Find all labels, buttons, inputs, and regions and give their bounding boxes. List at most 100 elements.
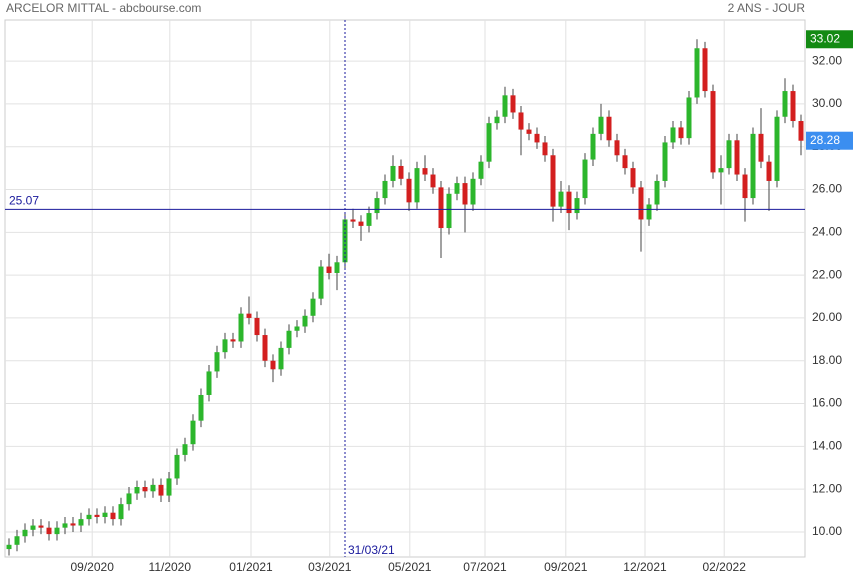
candle-body (62, 523, 68, 528)
candle-body (302, 315, 308, 327)
candle-body (446, 193, 452, 229)
candle-body (478, 161, 484, 179)
x-tick-label: 02/2022 (703, 560, 747, 574)
candle-body (710, 91, 716, 173)
candle-body (390, 165, 396, 181)
candle-body (158, 484, 164, 496)
reference-label: 25.07 (9, 194, 39, 208)
candle-body (78, 519, 84, 526)
candle-body (382, 180, 388, 199)
candle-body (102, 512, 108, 517)
candle-body (734, 140, 740, 175)
candle-body (254, 317, 260, 336)
x-tick-label: 09/2021 (544, 560, 588, 574)
candle-body (398, 165, 404, 179)
candle-body (662, 142, 668, 181)
candle-body (630, 168, 636, 188)
last-marker-box (806, 131, 853, 150)
candle-body (638, 187, 644, 220)
candle-body (318, 266, 324, 299)
candle-body (38, 525, 44, 528)
x-tick-label: 03/2021 (308, 560, 352, 574)
high-marker-label: 33.02 (810, 31, 840, 45)
candle-body (190, 420, 196, 445)
candle-body (54, 527, 60, 535)
candle-body (454, 183, 460, 194)
candle-body (654, 180, 660, 205)
candle-body (518, 112, 524, 130)
candle-body (326, 266, 332, 273)
candle-body (46, 527, 52, 535)
x-tick-label: 09/2020 (71, 560, 115, 574)
candle-body (118, 504, 124, 520)
candle-body (798, 121, 804, 141)
candle-body (462, 183, 468, 205)
candle-body (758, 133, 764, 162)
candle-body (294, 326, 300, 331)
candle-body (110, 512, 116, 520)
candle-body (694, 48, 700, 98)
candle-body (134, 487, 140, 494)
x-tick-label: 07/2021 (463, 560, 507, 574)
candle-body (558, 191, 564, 207)
x-tick-label: 12/2021 (623, 560, 667, 574)
candle-body (30, 525, 36, 530)
candle-body (270, 360, 276, 370)
y-tick-label: 32.00 (812, 53, 842, 67)
last-marker-label: 28.28 (810, 133, 840, 147)
y-tick-label: 26.00 (812, 182, 842, 196)
y-tick-label: 22.00 (812, 267, 842, 281)
candle-body (262, 335, 268, 361)
candle-body (502, 95, 508, 117)
y-tick-label: 18.00 (812, 353, 842, 367)
candle-body (542, 142, 548, 156)
candle-body (278, 347, 284, 370)
candle-body (350, 219, 356, 222)
candle-body (334, 262, 340, 273)
candle-body (766, 161, 772, 181)
candle-body (150, 484, 156, 492)
candle-body (310, 298, 316, 316)
y-tick-label: 30.00 (812, 96, 842, 110)
y-tick-label: 10.00 (812, 524, 842, 538)
candle-body (222, 339, 228, 353)
candle-body (598, 116, 604, 134)
candle-body (414, 168, 420, 203)
candle-body (742, 174, 748, 199)
candle-body (646, 204, 652, 220)
candle-body (574, 198, 580, 214)
candle-body (182, 444, 188, 455)
candle-body (438, 187, 444, 229)
candle-body (198, 394, 204, 421)
candle-body (166, 478, 172, 496)
candle-body (614, 140, 620, 156)
y-tick-label: 20.00 (812, 310, 842, 324)
candle-body (486, 123, 492, 162)
candle-body (94, 514, 100, 517)
period-label: 2 ANS - JOUR (728, 1, 806, 15)
y-tick-label: 12.00 (812, 481, 842, 495)
x-tick-label: 11/2020 (149, 560, 192, 574)
candle-body (22, 529, 28, 537)
candle-body (14, 536, 20, 545)
candle-body (678, 127, 684, 139)
candle-body (566, 191, 572, 214)
candle-body (622, 155, 628, 169)
candle-body (6, 544, 12, 550)
y-tick-label: 16.00 (812, 396, 842, 410)
candle-body (718, 168, 724, 173)
candle-body (142, 487, 148, 492)
candle-body (670, 127, 676, 143)
candle-body (374, 198, 380, 214)
candle-body (214, 352, 220, 372)
date-marker-label: 31/03/21 (348, 543, 395, 557)
candle-body (750, 133, 756, 199)
candle-body (686, 97, 692, 139)
candle-body (86, 514, 92, 520)
candle-body (510, 95, 516, 113)
candle-body (422, 168, 428, 175)
candle-body (726, 140, 732, 169)
y-tick-label: 14.00 (812, 439, 842, 453)
candle-body (534, 133, 540, 143)
